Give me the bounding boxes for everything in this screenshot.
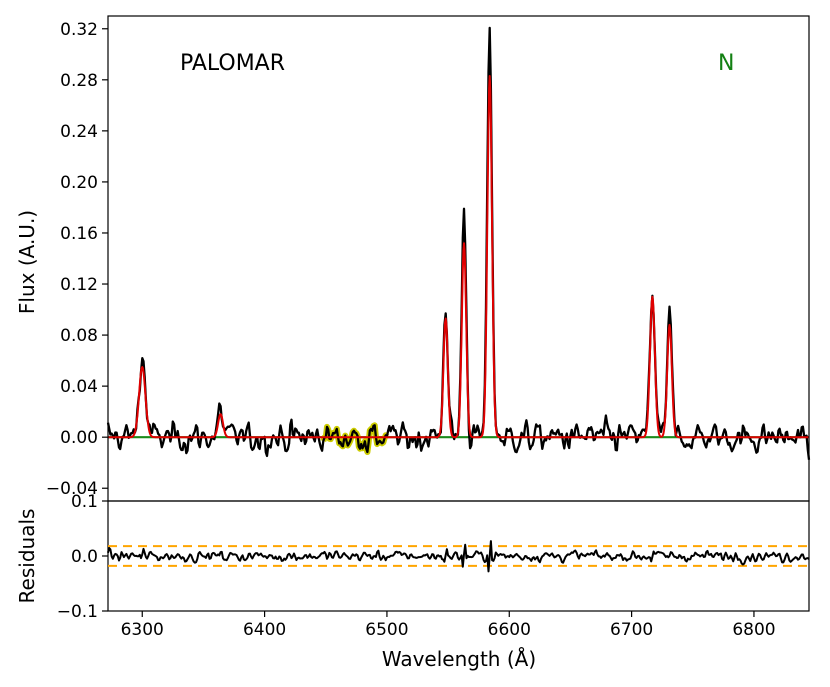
residuals-panel: −0.1 0.0 0.1 6300 6400 6500 6600 6700 6800: [57, 492, 810, 640]
y-axis-label-flux: Flux (A.U.): [15, 210, 39, 314]
y-tick-label: 0.20: [60, 173, 98, 193]
spectrum-panel: −0.04 0.00 0.04 0.08 0.12 0.16 0.20 0.24 0.28 0.3…: [46, 15, 811, 502]
annotation-telescope: PALOMAR: [180, 51, 285, 76]
x-tick-label: 6800: [732, 620, 775, 640]
x-tick-label: 6500: [365, 620, 408, 640]
y-tick-label: 0.24: [60, 122, 98, 142]
x-tick-label: 6600: [488, 620, 531, 640]
y-tick-label: 0.04: [60, 377, 98, 397]
y-axis-label-residuals: Residuals: [15, 509, 39, 604]
y-tick-label: 0.08: [60, 326, 98, 346]
y-tick-label: 0.00: [60, 428, 98, 448]
y-tick-label: −0.1: [57, 602, 98, 622]
masked-region-highlight: [320, 422, 390, 455]
x-tick-label: 6300: [121, 620, 164, 640]
y-tick-label: 0.32: [60, 20, 98, 40]
y-tick-label: 0.12: [60, 275, 98, 295]
observed-spectrum-line: [106, 26, 811, 460]
y-tick-label: 0.0: [71, 547, 98, 567]
y-tick-label: −0.04: [46, 479, 98, 499]
y-tick-label: 0.1: [71, 492, 98, 512]
model-fit-line: [107, 75, 810, 439]
annotation-class: N: [718, 51, 734, 76]
x-axis-label: Wavelength (Å): [382, 647, 536, 671]
y-tick-label: 0.16: [60, 224, 98, 244]
residuals-line: [107, 540, 810, 573]
y-tick-label: 0.28: [60, 71, 98, 91]
x-tick-label: 6700: [610, 620, 653, 640]
x-tick-label: 6400: [243, 620, 286, 640]
